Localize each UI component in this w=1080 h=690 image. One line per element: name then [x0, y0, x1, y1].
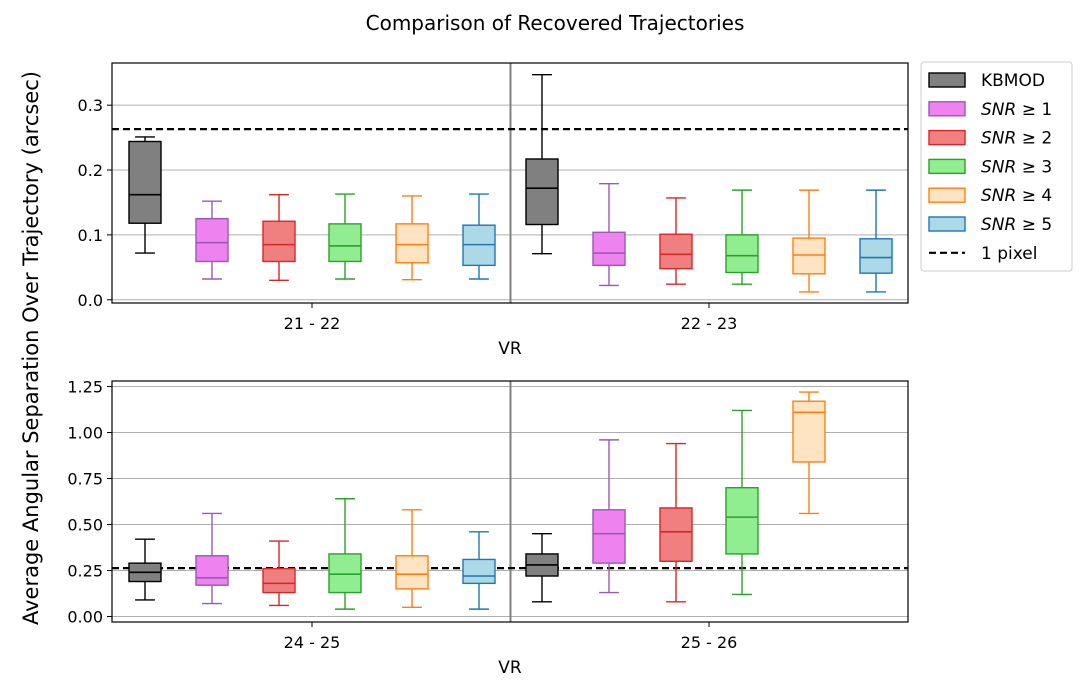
- y-tick-label: 1.25: [67, 378, 103, 397]
- x-axis-label: VR: [498, 339, 522, 359]
- y-tick-label: 0.50: [67, 515, 103, 534]
- box-5-group-1: [395, 195, 429, 281]
- box-5-group-2: [792, 391, 826, 515]
- legend-entry: SNR ≥ 5: [928, 215, 1052, 235]
- box-iqr: [525, 158, 559, 226]
- box-6-group-1: [462, 531, 496, 610]
- legend-swatch: [928, 216, 966, 232]
- box-iqr: [262, 567, 296, 594]
- box-iqr: [328, 223, 362, 263]
- box-2-group-1: [195, 200, 229, 280]
- legend-entry: KBMOD: [928, 71, 1045, 91]
- panel-2: 0.00 0.25 0.50 0.75 1.00 1.25 24 - 25 25 - 26 VR: [67, 378, 909, 678]
- box-1-group-2: [525, 73, 559, 255]
- x-tick-label: 21 - 22: [284, 314, 341, 333]
- legend-swatch: [928, 129, 966, 146]
- box-3-group-1: [262, 540, 296, 607]
- panel-1: 0.0 0.1 0.2 0.3 21 - 22 22 - 23 VR: [78, 62, 909, 359]
- legend-label: SNR ≥ 1: [981, 100, 1052, 120]
- legend-swatch: [928, 101, 966, 117]
- box-iqr: [395, 555, 429, 590]
- legend-swatch: [928, 158, 966, 175]
- y-tick-label: 0.1: [78, 226, 103, 245]
- legend-label: SNR ≥ 4: [981, 186, 1052, 206]
- legend-label: SNR ≥ 5: [981, 215, 1052, 235]
- y-tick-label: 0.3: [78, 96, 103, 115]
- legend: KBMOD SNR ≥ 1 SNR ≥ 2 SNR ≥ 3 SNR ≥ 4 SNR ≥ 5…: [920, 61, 1073, 272]
- box-iqr: [462, 558, 496, 585]
- plot-frame: [111, 62, 909, 304]
- box-iqr: [262, 220, 296, 263]
- legend-label: 1 pixel: [981, 244, 1037, 264]
- chart-title: Comparison of Recovered Trajectories: [366, 11, 745, 35]
- box-6-group-2: [859, 189, 893, 293]
- x-tick-label: 24 - 25: [284, 633, 341, 652]
- box-iqr: [128, 140, 162, 224]
- legend-entry: SNR ≥ 1: [928, 100, 1052, 120]
- legend-entry: SNR ≥ 4: [928, 186, 1052, 206]
- y-tick-label: 1.00: [67, 424, 103, 443]
- box-iqr: [792, 400, 826, 463]
- x-axis-label: VR: [498, 658, 522, 678]
- box-5-group-1: [395, 509, 429, 608]
- y-axis-label: Average Angular Separation Over Trajecto…: [19, 71, 43, 625]
- legend-label: KBMOD: [981, 71, 1045, 91]
- y-tick-label: 0.75: [67, 470, 103, 489]
- box-iqr: [792, 237, 826, 275]
- box-iqr: [725, 234, 759, 274]
- panels: 0.0 0.1 0.2 0.3 21 - 22 22 - 23 VR 0.00 0.25 0.50…: [67, 62, 909, 678]
- box-3-group-2: [659, 442, 693, 603]
- box-5-group-2: [792, 189, 826, 293]
- box-2-group-2: [592, 182, 626, 287]
- x-tick-label: 22 - 23: [681, 314, 738, 333]
- legend-swatch: [928, 72, 966, 88]
- y-tick-label: 0.0: [78, 291, 103, 310]
- box-4-group-1: [328, 498, 362, 610]
- box-iqr: [859, 238, 893, 274]
- box-4-group-2: [725, 409, 759, 596]
- box-1-group-2: [525, 532, 559, 603]
- box-1-group-1: [128, 136, 162, 254]
- y-tick-label: 0.2: [78, 161, 103, 180]
- plot-frame: [111, 380, 909, 623]
- box-1-group-1: [128, 538, 162, 601]
- box-iqr: [195, 555, 229, 586]
- box-4-group-2: [725, 189, 759, 285]
- box-iqr: [725, 487, 759, 555]
- box-iqr: [328, 553, 362, 594]
- x-tick-label: 25 - 26: [681, 633, 738, 652]
- y-tick-label: 0.00: [67, 607, 103, 626]
- box-3-group-1: [262, 193, 296, 281]
- box-6-group-1: [462, 193, 496, 280]
- box-iqr: [659, 233, 693, 270]
- box-iqr: [592, 231, 626, 267]
- legend-swatch: [928, 187, 966, 203]
- box-iqr: [195, 217, 229, 263]
- box-iqr: [395, 223, 429, 264]
- legend-entry: SNR ≥ 3: [928, 157, 1052, 177]
- legend-label: SNR ≥ 2: [981, 129, 1052, 149]
- legend-entry: SNR ≥ 2: [928, 129, 1052, 149]
- box-3-group-2: [659, 197, 693, 285]
- box-2-group-2: [592, 439, 626, 594]
- legend-entry: 1 pixel: [929, 244, 1037, 264]
- legend-label: SNR ≥ 3: [981, 157, 1052, 177]
- box-iqr: [592, 509, 626, 564]
- box-iqr: [659, 507, 693, 562]
- y-tick-label: 0.25: [67, 561, 103, 580]
- box-2-group-1: [195, 512, 229, 605]
- box-4-group-1: [328, 193, 362, 280]
